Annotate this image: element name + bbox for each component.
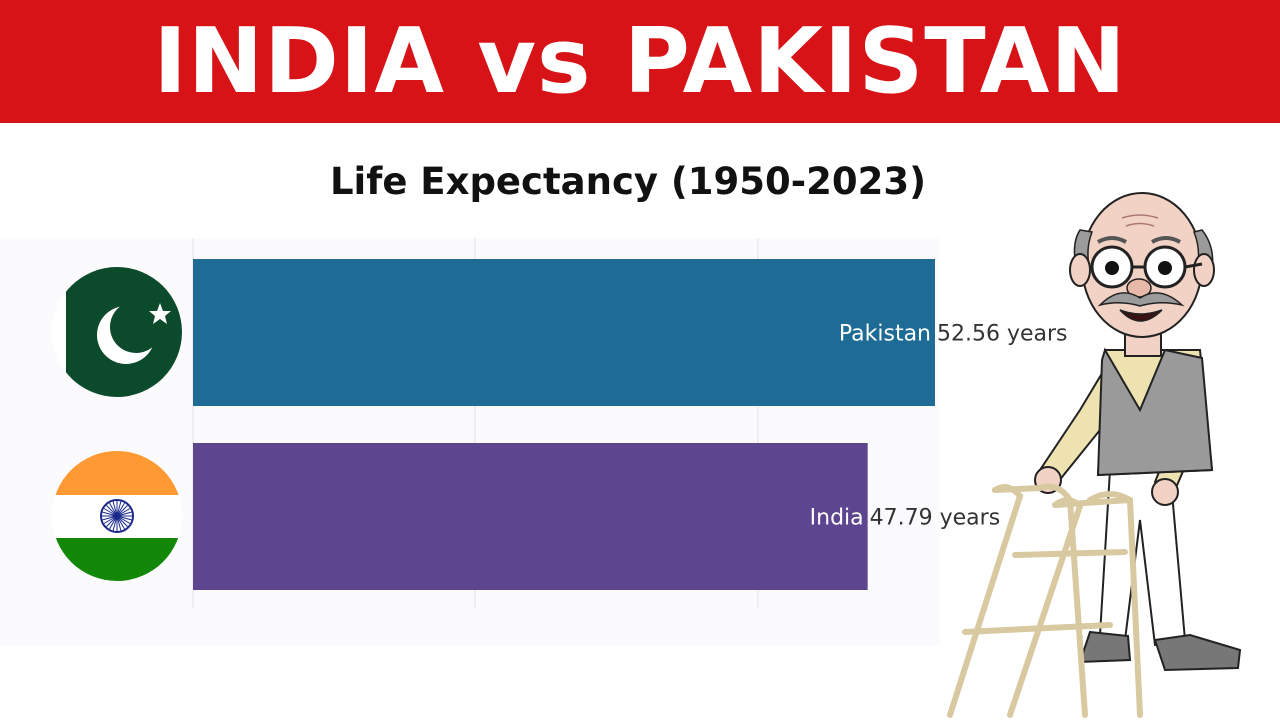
bar-value-label: 47.79 years	[870, 506, 1001, 531]
title-banner: INDIA vs PAKISTAN	[0, 0, 1280, 123]
banner-title: INDIA vs PAKISTAN	[153, 9, 1127, 114]
pakistan-flag-icon	[52, 267, 182, 397]
chart-title: Life Expectancy (1950-2023)	[329, 160, 927, 203]
bar-india	[193, 443, 868, 590]
old-man-with-walker-illustration	[947, 192, 1242, 718]
bar-category-label: India	[810, 506, 864, 531]
india-flag-icon	[52, 451, 182, 581]
bar-pakistan	[193, 259, 935, 406]
bar-chart-svg: Pakistan 52.56 years India 47.79 years	[192, 238, 1068, 608]
bar-category-label: Pakistan	[839, 322, 931, 347]
bar-value-label: 52.56 years	[937, 322, 1068, 347]
